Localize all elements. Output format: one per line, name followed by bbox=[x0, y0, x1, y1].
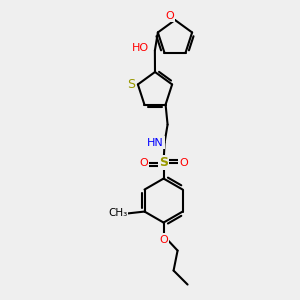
Text: S: S bbox=[159, 156, 168, 169]
Text: HN: HN bbox=[147, 138, 164, 148]
Text: S: S bbox=[127, 78, 135, 91]
Text: HO: HO bbox=[132, 44, 149, 53]
Text: O: O bbox=[179, 158, 188, 168]
Text: O: O bbox=[166, 11, 174, 21]
Text: O: O bbox=[139, 158, 148, 168]
Text: CH₃: CH₃ bbox=[108, 208, 127, 218]
Text: O: O bbox=[159, 235, 168, 244]
